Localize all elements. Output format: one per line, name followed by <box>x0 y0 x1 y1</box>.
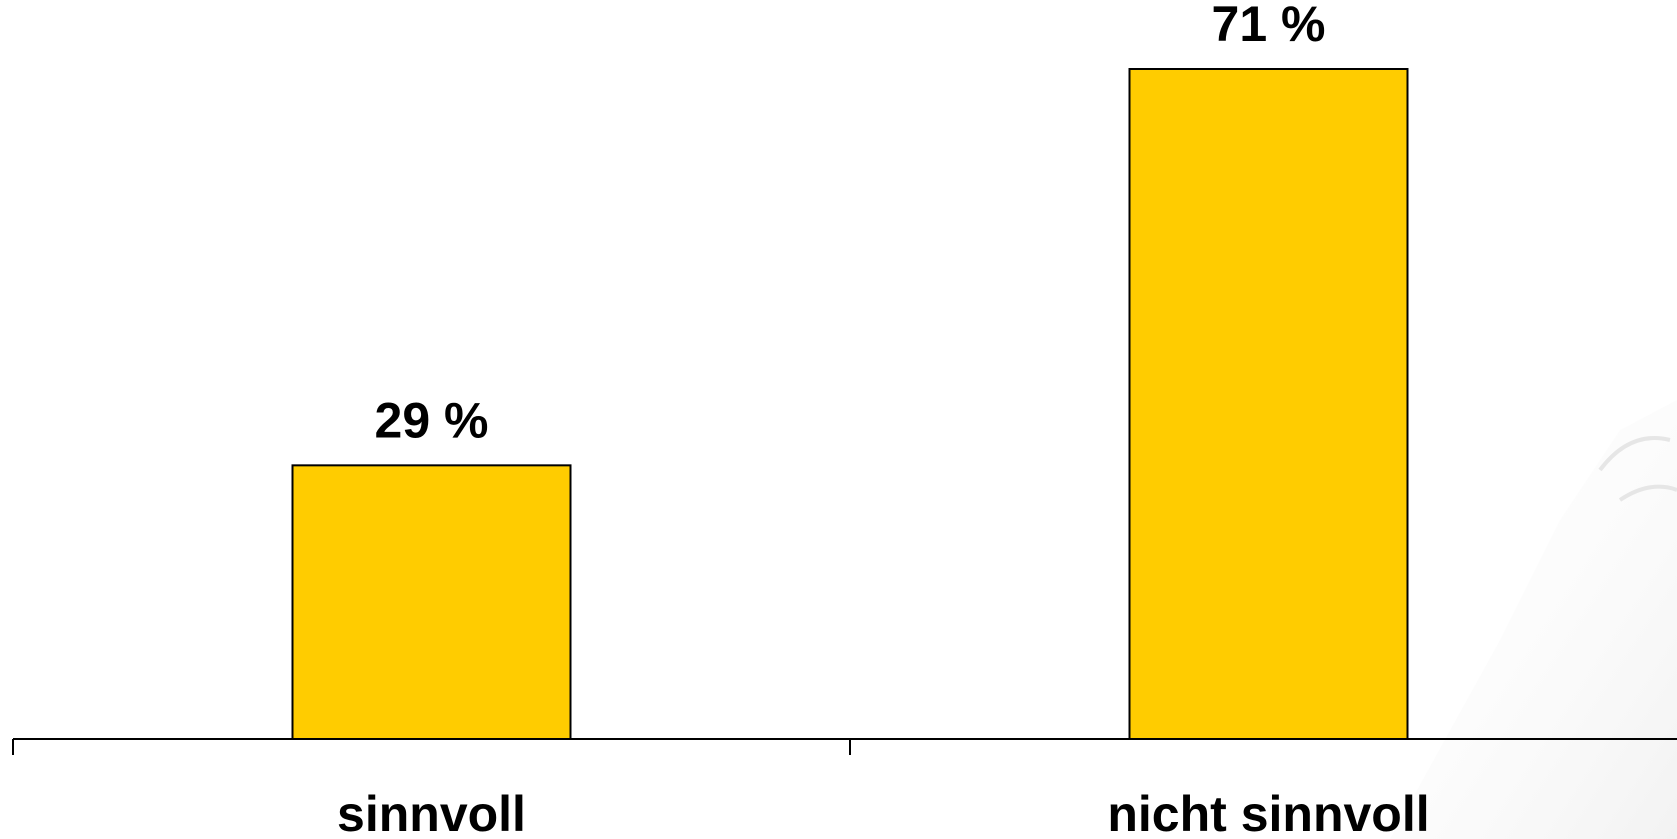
bar-2 <box>1128 68 1409 740</box>
x-axis <box>12 738 1677 755</box>
bar-1 <box>291 464 572 740</box>
background-watermark-stroke <box>1598 436 1677 502</box>
category-label-2: nicht sinnvoll <box>1107 786 1429 839</box>
bars-layer <box>291 68 1409 740</box>
data-label-1: 29 % <box>375 392 489 448</box>
labels-layer: 29 % sinnvoll 71 % nicht sinnvoll <box>337 0 1430 839</box>
data-label-2: 71 % <box>1212 0 1326 52</box>
category-label-1: sinnvoll <box>337 786 526 839</box>
background-watermark <box>1390 400 1677 839</box>
